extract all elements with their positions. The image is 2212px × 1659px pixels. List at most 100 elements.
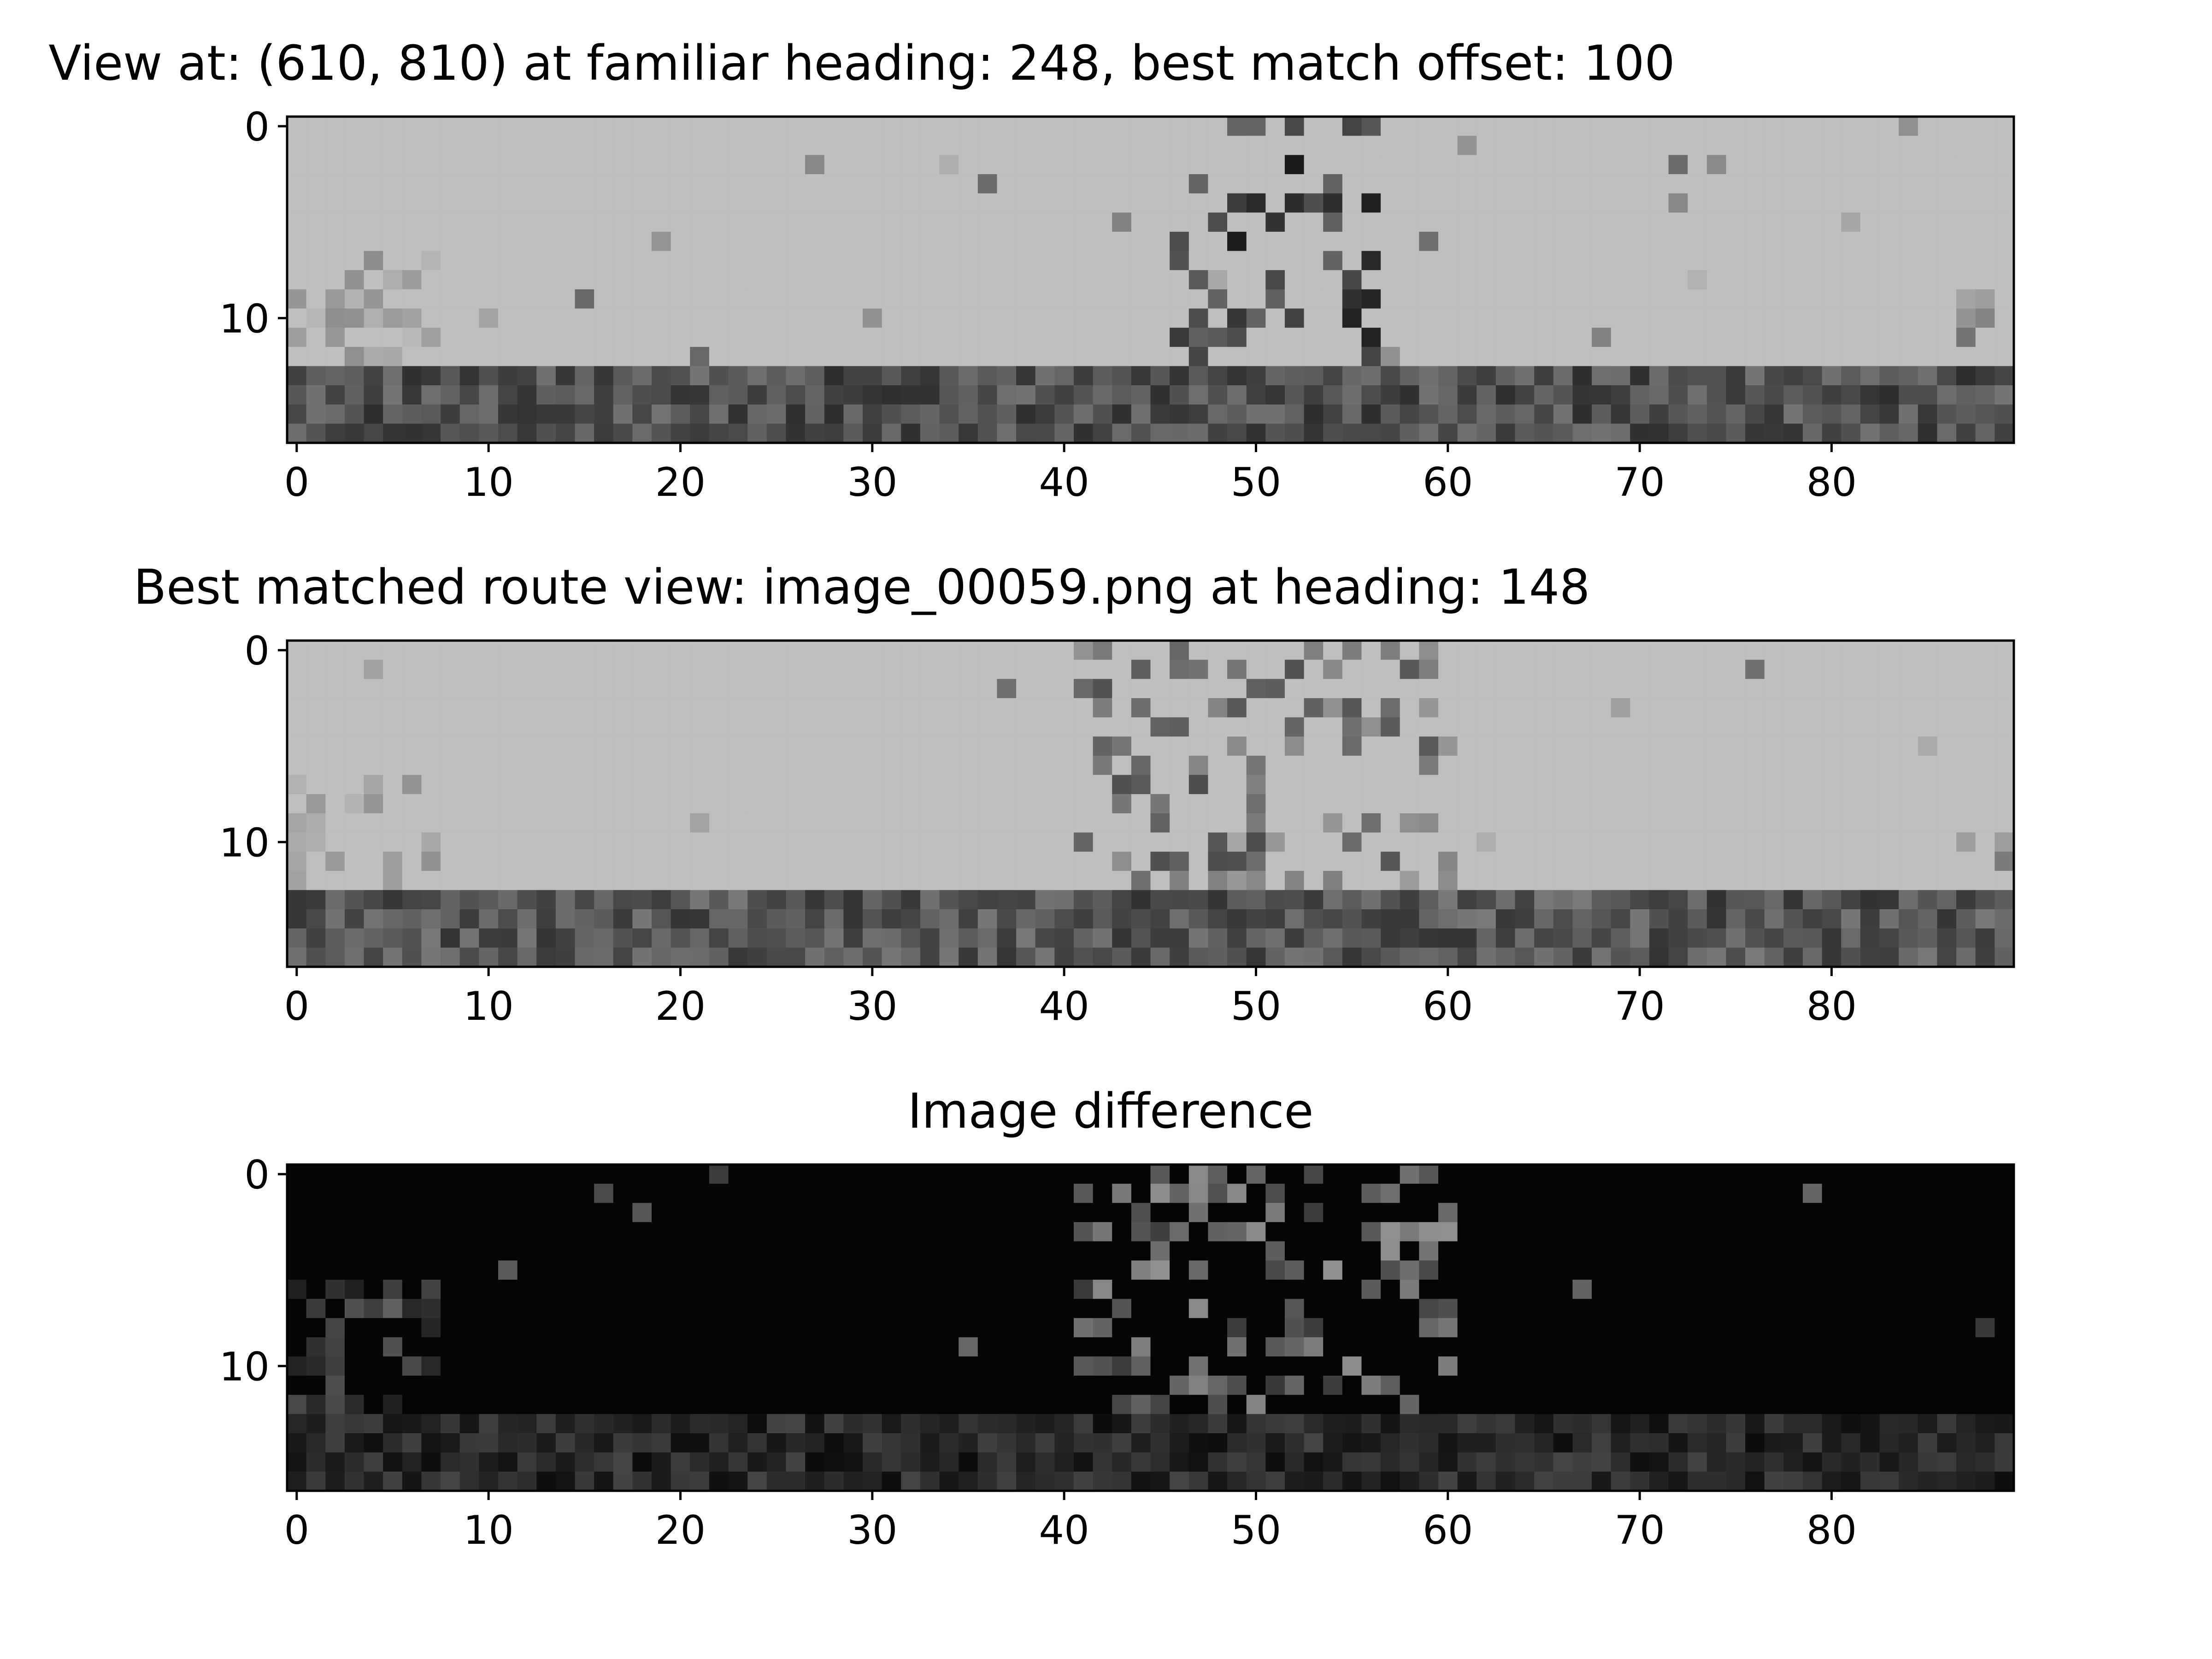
heatmap-cell bbox=[671, 775, 690, 794]
x-tick-label: 70 bbox=[1614, 1507, 1665, 1553]
heatmap-cell bbox=[863, 1452, 882, 1472]
heatmap-cell bbox=[1630, 251, 1650, 271]
heatmap-cell bbox=[555, 1203, 576, 1223]
heatmap-cell bbox=[613, 1471, 633, 1491]
heatmap-cell bbox=[728, 928, 748, 948]
heatmap-cell bbox=[1515, 347, 1535, 367]
heatmap-cell bbox=[1093, 308, 1112, 328]
heatmap-cell bbox=[1170, 947, 1189, 967]
heatmap-cell bbox=[1438, 1241, 1458, 1261]
heatmap-cell bbox=[1093, 424, 1112, 443]
heatmap-cell bbox=[1879, 717, 1899, 737]
heatmap-cell bbox=[1284, 1279, 1305, 1300]
heatmap-cell bbox=[1170, 212, 1189, 232]
heatmap-cell bbox=[421, 366, 441, 386]
heatmap-cell bbox=[1745, 155, 1765, 175]
heatmap-cell bbox=[1553, 212, 1573, 232]
heatmap-cell bbox=[1188, 717, 1208, 737]
heatmap-cell bbox=[1227, 947, 1247, 967]
heatmap-cell bbox=[1246, 871, 1266, 891]
heatmap-cell bbox=[1668, 231, 1688, 252]
heatmap-cell bbox=[364, 1337, 383, 1357]
heatmap-cell bbox=[536, 1356, 556, 1376]
heatmap-cell bbox=[1899, 813, 1918, 833]
heatmap-cell bbox=[441, 1183, 460, 1203]
heatmap-cell bbox=[555, 736, 576, 756]
heatmap-cell bbox=[1592, 736, 1612, 756]
heatmap-cell bbox=[1400, 328, 1419, 347]
heatmap-cell bbox=[1899, 717, 1918, 737]
heatmap-cell bbox=[1592, 890, 1612, 910]
heatmap-cell bbox=[517, 289, 537, 309]
heatmap-cell bbox=[459, 1260, 479, 1280]
heatmap-cell bbox=[1630, 755, 1650, 776]
x-tick-label: 20 bbox=[655, 459, 706, 506]
heatmap-cell bbox=[652, 385, 671, 405]
heatmap-cell bbox=[1361, 852, 1381, 871]
heatmap-cell bbox=[766, 1260, 787, 1280]
heatmap-cell bbox=[479, 698, 499, 718]
heatmap-cell bbox=[287, 135, 307, 155]
heatmap-cell bbox=[1783, 909, 1803, 929]
heatmap-cell bbox=[1649, 404, 1669, 424]
heatmap-cell bbox=[1016, 928, 1036, 948]
heatmap-cell bbox=[997, 1414, 1017, 1434]
heatmap-cell bbox=[1822, 679, 1841, 699]
heatmap-cell bbox=[517, 813, 537, 833]
heatmap-cell bbox=[843, 424, 863, 443]
heatmap-cell bbox=[1803, 1433, 1823, 1453]
heatmap-cell bbox=[766, 1376, 787, 1395]
heatmap-cell bbox=[1860, 1318, 1880, 1338]
heatmap-cell bbox=[1381, 1165, 1400, 1184]
heatmap-cell bbox=[383, 1183, 403, 1203]
heatmap-cell bbox=[671, 1433, 690, 1453]
heatmap-cell bbox=[997, 641, 1017, 660]
heatmap-cell bbox=[901, 1471, 921, 1491]
heatmap-cell bbox=[1649, 813, 1669, 833]
heatmap-cell bbox=[364, 679, 383, 699]
heatmap-cell bbox=[843, 347, 863, 367]
heatmap-cell bbox=[1035, 1222, 1055, 1242]
heatmap-cell bbox=[1265, 794, 1285, 814]
heatmap-cell bbox=[1822, 270, 1841, 290]
heatmap-cell bbox=[402, 659, 422, 679]
heatmap-cell bbox=[1265, 1183, 1285, 1203]
heatmap-cell bbox=[652, 679, 671, 699]
heatmap-cell bbox=[920, 890, 940, 910]
heatmap-cell bbox=[1515, 736, 1535, 756]
heatmap-cell bbox=[766, 174, 787, 194]
heatmap-cell bbox=[1131, 117, 1151, 136]
heatmap-cell bbox=[1841, 717, 1861, 737]
heatmap-cell bbox=[1438, 270, 1458, 290]
heatmap-cell bbox=[882, 813, 901, 833]
heatmap-cell bbox=[575, 1433, 594, 1453]
heatmap-cell bbox=[1706, 1222, 1727, 1242]
heatmap-cell bbox=[1246, 755, 1266, 776]
heatmap-cell bbox=[766, 193, 787, 213]
heatmap-cell bbox=[1937, 698, 1957, 718]
heatmap-cell bbox=[1246, 736, 1266, 756]
heatmap-cell bbox=[1438, 135, 1458, 155]
heatmap-cell bbox=[1265, 328, 1285, 347]
heatmap-cell bbox=[1745, 1452, 1765, 1472]
heatmap-cell bbox=[709, 1260, 729, 1280]
heatmap-cell bbox=[786, 347, 806, 367]
heatmap-cell bbox=[1592, 659, 1612, 679]
heatmap-cell bbox=[344, 679, 365, 699]
heatmap-cell bbox=[1342, 909, 1362, 929]
heatmap-cell bbox=[939, 717, 959, 737]
heatmap-cell bbox=[1553, 775, 1573, 794]
heatmap-cell bbox=[1284, 328, 1305, 347]
heatmap-cell bbox=[1131, 947, 1151, 967]
heatmap-cell bbox=[1956, 155, 1976, 175]
heatmap-cell bbox=[441, 1394, 460, 1415]
heatmap-cell bbox=[1668, 1203, 1688, 1223]
heatmap-cell bbox=[1726, 1337, 1746, 1357]
heatmap-cell bbox=[690, 659, 710, 679]
heatmap-cell bbox=[1572, 231, 1592, 252]
heatmap-cell bbox=[459, 1203, 479, 1223]
chart-title: Best matched route view: image_00059.png… bbox=[134, 559, 1590, 615]
heatmap-cell bbox=[1764, 385, 1784, 405]
heatmap-cell bbox=[1188, 404, 1208, 424]
heatmap-cell bbox=[1457, 366, 1477, 386]
